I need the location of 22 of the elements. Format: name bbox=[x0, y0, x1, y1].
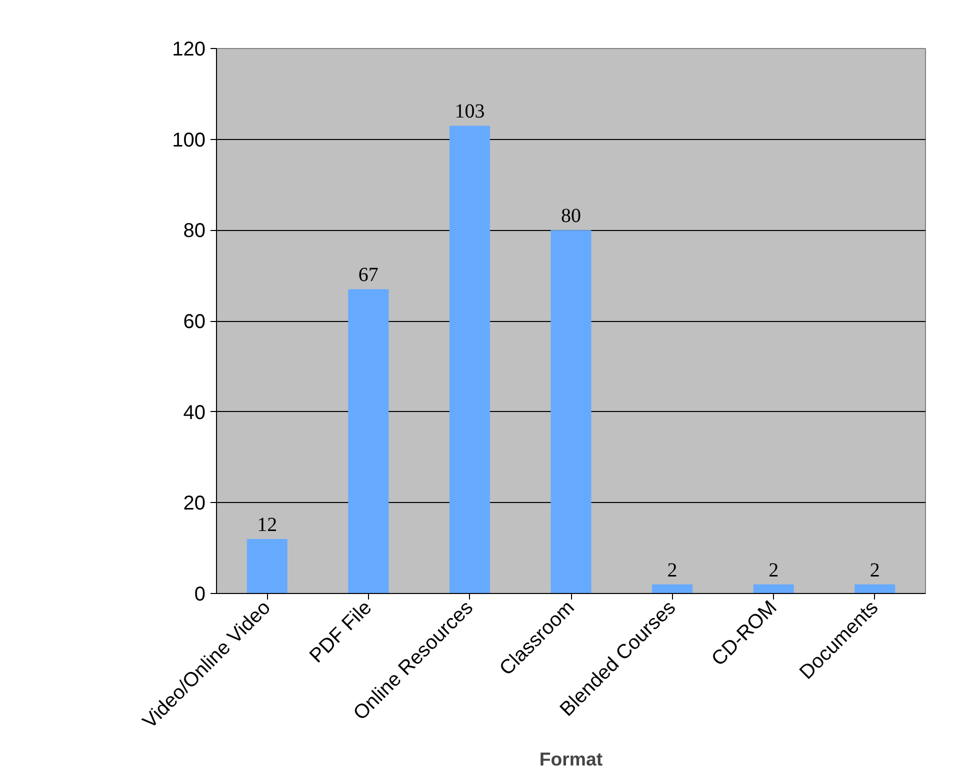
y-tick-label: 40 bbox=[183, 402, 206, 424]
x-axis-title: Format bbox=[539, 748, 603, 770]
y-tick-label: 0 bbox=[194, 584, 206, 606]
data-label: 2 bbox=[667, 559, 678, 582]
data-label: 2 bbox=[870, 559, 880, 582]
data-label: 12 bbox=[257, 514, 278, 536]
y-tick-label: 20 bbox=[183, 492, 206, 515]
y-tick-label: 80 bbox=[183, 220, 206, 242]
bar bbox=[652, 584, 693, 594]
bar bbox=[550, 230, 592, 594]
bar bbox=[348, 289, 389, 594]
y-tick-label: 100 bbox=[172, 129, 206, 152]
y-tick-label: 120 bbox=[172, 38, 206, 60]
bar bbox=[753, 584, 794, 594]
data-label: 67 bbox=[358, 264, 378, 286]
y-tick-label: 60 bbox=[183, 311, 206, 333]
bar bbox=[246, 539, 288, 594]
bar bbox=[854, 584, 896, 594]
data-label: 80 bbox=[561, 205, 581, 228]
data-label: 103 bbox=[454, 100, 485, 123]
data-label: 2 bbox=[768, 559, 779, 582]
bar bbox=[449, 126, 490, 594]
